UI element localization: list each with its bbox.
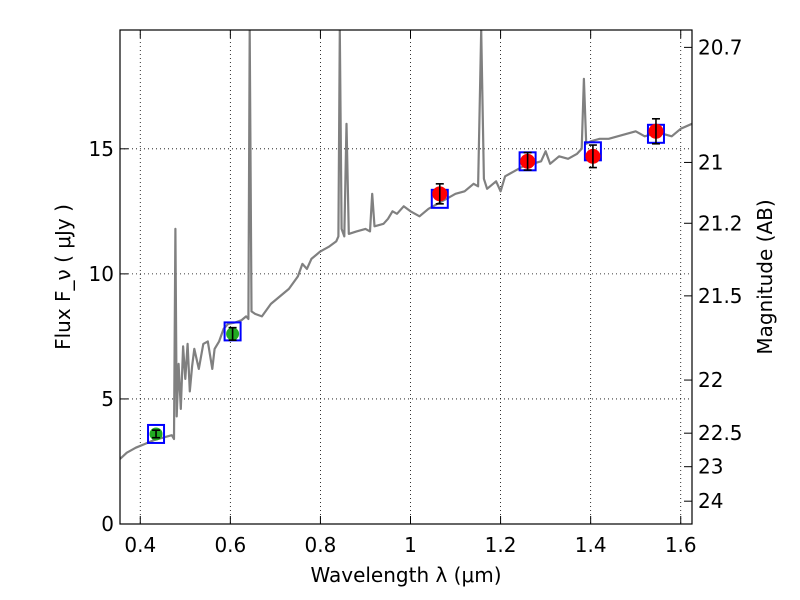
right-tick-label: 23 (698, 455, 723, 479)
spectrum-line (120, 30, 692, 460)
y-tick-label: 5 (101, 387, 114, 411)
spectrum-series (120, 30, 692, 460)
plot-frame (119, 29, 693, 525)
x-tick-label: 1.6 (665, 533, 697, 557)
x-tick-label: 1.2 (485, 533, 517, 557)
right-tick-label: 20.7 (698, 35, 743, 59)
y-tick-label: 15 (89, 137, 114, 161)
right-tick-label: 22 (698, 368, 723, 392)
axis-ticks (120, 30, 692, 525)
x-tick-label: 0.6 (214, 533, 246, 557)
x-tick-label: 0.4 (124, 533, 156, 557)
y-right-axis-title: Magnitude (AB) (753, 199, 777, 354)
x-tick-label: 0.8 (305, 533, 337, 557)
x-tick-label: 1.4 (575, 533, 607, 557)
right-tick-label: 24 (698, 489, 723, 513)
y-axis-title: Flux F_ν ( μJy ) (51, 204, 75, 350)
y-tick-label: 10 (89, 262, 114, 286)
grid-lines (120, 30, 692, 524)
right-tick-label: 21.5 (698, 284, 743, 308)
right-tick-label: 22.5 (698, 421, 743, 445)
photometry-points (147, 117, 665, 444)
x-axis-title: Wavelength λ (μm) (310, 563, 501, 587)
model-square-marker (147, 423, 166, 444)
tick-labels: 0.4 0.6 0.8 1 1.2 1.4 1.6 0 5 10 15 20.7 21 21.2 21.5 2… (89, 35, 743, 557)
y-tick-label: 0 (101, 512, 114, 536)
right-tick-label: 21 (698, 150, 723, 174)
x-tick-label: 1 (404, 533, 417, 557)
right-tick-label: 21.2 (698, 211, 743, 235)
